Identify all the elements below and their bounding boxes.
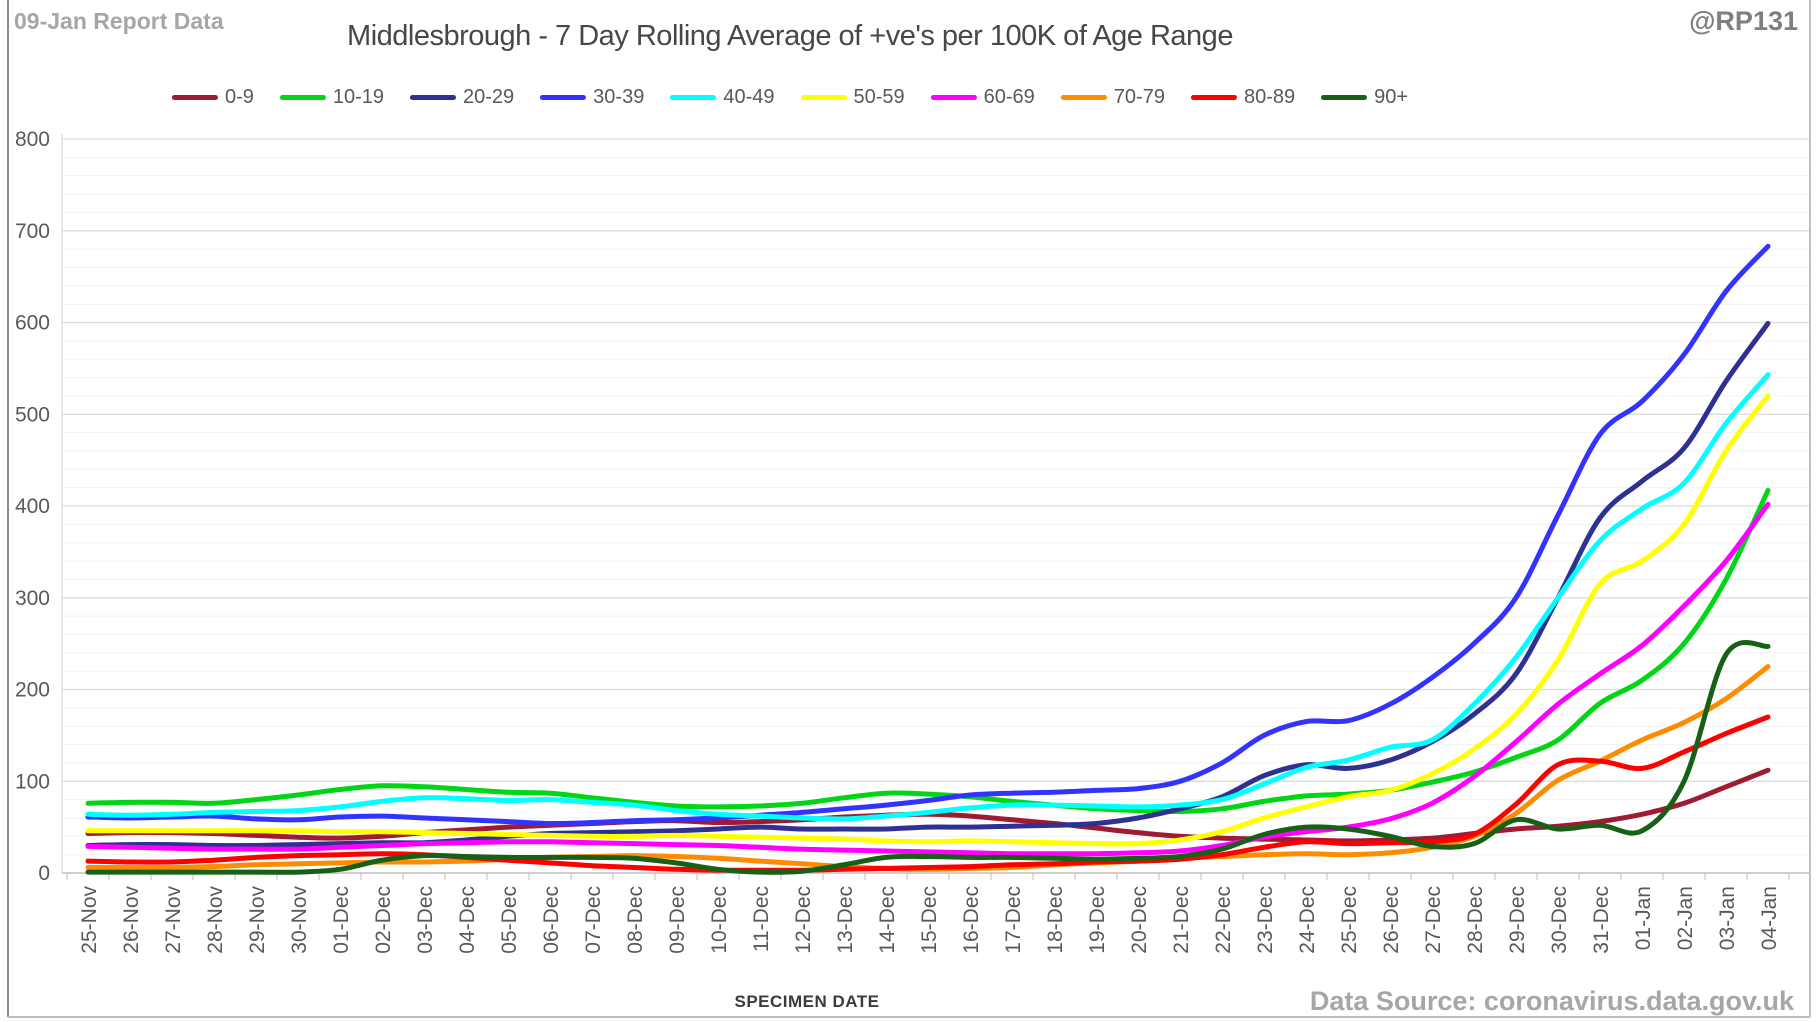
x-tick-label: 25-Dec	[1338, 886, 1361, 954]
x-tick-label: 15-Dec	[918, 886, 941, 954]
data-source-label: Data Source: coronavirus.data.gov.uk	[1309, 986, 1794, 1016]
y-tick-label: 0	[38, 862, 50, 885]
legend-label: 0-9	[224, 86, 254, 108]
legend-label: 80-89	[1243, 86, 1296, 108]
y-tick-label: 300	[15, 587, 50, 610]
x-tick-label: 24-Dec	[1296, 886, 1319, 954]
series-line-80-89	[85, 714, 1771, 873]
legend-label: 10-19	[332, 86, 385, 108]
x-tick-label: 05-Dec	[498, 886, 521, 954]
x-tick-label: 28-Dec	[1464, 886, 1487, 954]
x-tick-label: 19-Dec	[1086, 886, 1109, 954]
legend-label: 90+	[1374, 86, 1409, 108]
y-tick-label: 700	[15, 220, 50, 243]
x-tick-label: 29-Nov	[246, 886, 269, 954]
author-handle: @RP131	[1689, 6, 1798, 36]
x-tick-label: 04-Jan	[1758, 886, 1781, 950]
legend-swatch-icon	[540, 95, 587, 100]
y-tick-label: 200	[15, 679, 50, 702]
legend: 0-9 10-19 20-29 30-39 40-49 50-59 60-69 70-79 80…	[171, 86, 1408, 109]
series-line-50-59	[85, 393, 1771, 847]
x-tick-label: 13-Dec	[834, 886, 857, 954]
y-tick-label: 400	[15, 495, 50, 518]
x-tick-label: 09-Dec	[666, 886, 689, 954]
legend-swatch-icon	[1321, 95, 1368, 100]
series-line-40-49	[85, 372, 1771, 822]
legend-item-0-9: 0-9	[171, 86, 254, 109]
x-tick-label: 10-Dec	[708, 886, 731, 954]
x-tick-label: 11-Dec	[750, 886, 773, 952]
legend-item-70-79: 70-79	[1060, 86, 1165, 109]
legend-item-30-39: 30-39	[540, 86, 644, 109]
legend-swatch-icon	[930, 95, 977, 100]
x-tick-label: 23-Dec	[1254, 886, 1277, 954]
legend-swatch-icon	[670, 95, 717, 100]
series-line-60-69	[85, 501, 1771, 857]
x-tick-label: 02-Dec	[372, 886, 395, 954]
x-tick-label: 25-Nov	[78, 886, 101, 954]
legend-swatch-icon	[279, 95, 326, 100]
x-tick-label: 08-Dec	[624, 886, 647, 954]
series-line-90+	[85, 640, 1771, 875]
x-tick-label: 21-Dec	[1170, 886, 1193, 954]
x-tick-label: 22-Dec	[1212, 886, 1235, 954]
x-tick-label: 12-Dec	[792, 886, 815, 954]
legend-label: 70-79	[1113, 86, 1165, 108]
y-tick-label: 500	[15, 403, 50, 426]
x-tick-label: 27-Nov	[162, 886, 185, 954]
y-tick-label: 800	[15, 128, 50, 151]
y-tick-label: 100	[15, 770, 50, 793]
legend-item-90+: 90+	[1321, 86, 1408, 109]
x-tick-label: 02-Jan	[1674, 886, 1697, 950]
x-tick-label: 20-Dec	[1128, 886, 1151, 954]
x-tick-label: 30-Dec	[1548, 886, 1571, 954]
x-tick-label: 26-Dec	[1380, 886, 1403, 954]
legend-item-20-29: 20-29	[410, 86, 514, 109]
legend-swatch-icon	[1190, 95, 1237, 100]
x-tick-label: 01-Dec	[330, 886, 353, 954]
legend-item-60-69: 60-69	[930, 86, 1035, 109]
series-line-30-39	[85, 243, 1771, 827]
series-line-20-29	[85, 320, 1771, 849]
x-tick-label: 03-Dec	[414, 886, 437, 954]
x-tick-label: 17-Dec	[1002, 886, 1025, 954]
legend-swatch-icon	[410, 95, 457, 100]
x-tick-label: 07-Dec	[582, 886, 605, 954]
x-tick-label: 14-Dec	[876, 886, 899, 954]
legend-item-50-59: 50-59	[800, 86, 905, 109]
report-date-label: 09-Jan Report Data	[14, 8, 224, 34]
legend-swatch-icon	[800, 95, 847, 100]
legend-swatch-icon	[171, 95, 218, 100]
legend-label: 60-69	[983, 86, 1035, 108]
x-tick-label: 04-Dec	[456, 886, 479, 954]
x-tick-label: 18-Dec	[1044, 886, 1067, 954]
legend-label: 30-39	[593, 86, 645, 108]
y-tick-label: 600	[15, 312, 50, 335]
legend-item-40-49: 40-49	[670, 86, 774, 109]
x-tick-label: 29-Dec	[1506, 886, 1529, 954]
legend-label: 40-49	[723, 86, 775, 108]
x-tick-label: 01-Jan	[1632, 886, 1655, 950]
legend-label: 20-29	[463, 86, 515, 108]
x-tick-label: 16-Dec	[960, 886, 983, 954]
chart-title: Middlesbrough - 7 Day Rolling Average of…	[347, 20, 1233, 52]
x-tick-label: 30-Nov	[288, 886, 311, 954]
x-tick-label: 31-Dec	[1590, 886, 1613, 954]
legend-label: 50-59	[853, 86, 905, 108]
x-tick-label: 26-Nov	[120, 886, 143, 954]
x-axis-title: SPECIMEN DATE	[734, 992, 880, 1011]
x-tick-label: 27-Dec	[1422, 886, 1445, 954]
legend-swatch-icon	[1060, 95, 1107, 100]
x-tick-label: 28-Nov	[204, 886, 227, 954]
legend-item-10-19: 10-19	[279, 86, 385, 109]
x-tick-label: 03-Jan	[1716, 886, 1739, 950]
series-line-10-19	[85, 487, 1771, 815]
x-tick-label: 06-Dec	[540, 886, 563, 954]
legend-item-80-89: 80-89	[1190, 86, 1296, 109]
